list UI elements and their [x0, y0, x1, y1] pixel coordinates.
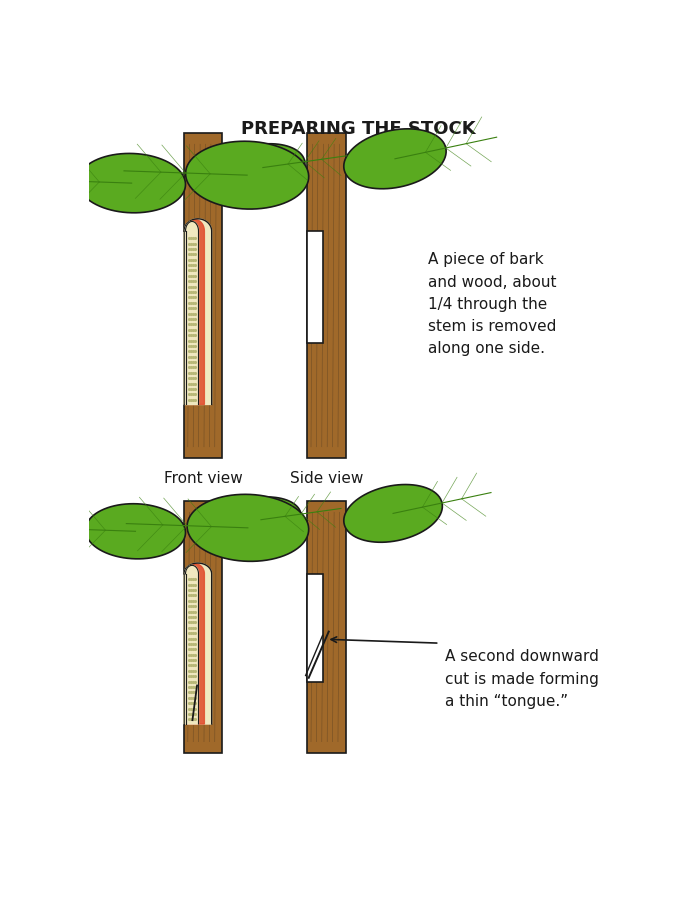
Polygon shape: [184, 219, 211, 404]
Polygon shape: [307, 500, 346, 753]
Polygon shape: [184, 132, 223, 458]
Polygon shape: [184, 500, 223, 753]
Text: Front view: Front view: [164, 472, 243, 486]
Polygon shape: [344, 484, 442, 542]
Polygon shape: [187, 494, 309, 562]
Text: A piece of bark
and wood, about
1/4 through the
stem is removed
along one side.: A piece of bark and wood, about 1/4 thro…: [428, 253, 556, 356]
Polygon shape: [186, 565, 199, 724]
Polygon shape: [307, 231, 323, 343]
Polygon shape: [344, 129, 446, 189]
Polygon shape: [307, 132, 346, 458]
Polygon shape: [186, 221, 199, 404]
Polygon shape: [307, 574, 323, 681]
Text: Side view: Side view: [290, 472, 363, 486]
Polygon shape: [220, 497, 301, 543]
Polygon shape: [186, 220, 204, 404]
Polygon shape: [78, 153, 186, 212]
Polygon shape: [184, 563, 211, 724]
Polygon shape: [186, 563, 204, 724]
Text: PREPARING THE STOCK: PREPARING THE STOCK: [241, 120, 476, 138]
Polygon shape: [186, 141, 309, 209]
Polygon shape: [85, 504, 186, 559]
Polygon shape: [220, 144, 305, 192]
Text: A second downward
cut is made forming
a thin “tongue.”: A second downward cut is made forming a …: [445, 649, 599, 708]
